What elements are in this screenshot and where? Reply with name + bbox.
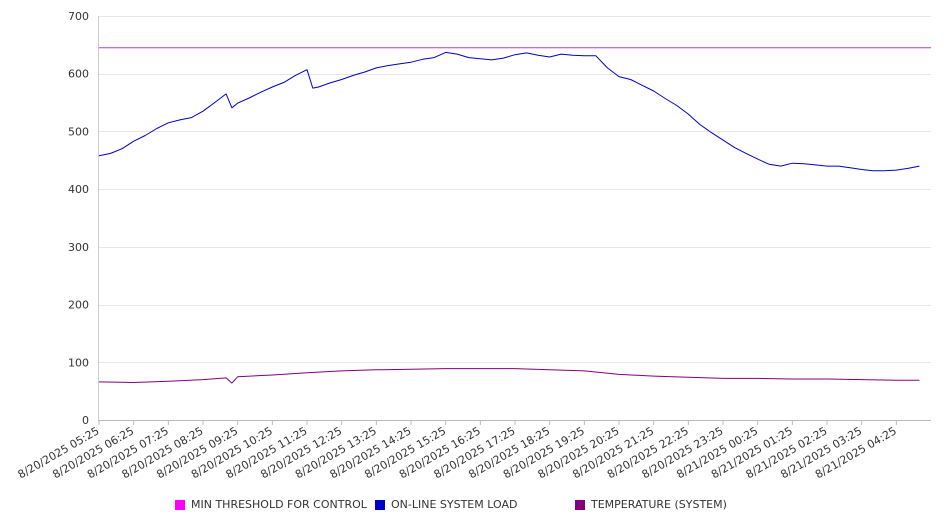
legend-swatch-min-threshold	[175, 499, 185, 510]
grid-lines	[98, 16, 931, 363]
y-tick-label: 500	[68, 125, 89, 138]
legend-label-system-load: ON-LINE SYSTEM LOAD	[391, 498, 518, 511]
axes	[98, 16, 931, 425]
y-tick-label: 700	[68, 10, 89, 23]
series-temperature-line	[98, 368, 920, 384]
legend-label-temperature: TEMPERATURE (SYSTEM)	[591, 498, 727, 511]
y-tick-label: 600	[68, 68, 89, 81]
series-system-load-line	[98, 51, 920, 172]
x-axis-tick-labels: 8/20/2025 05:258/20/2025 06:258/20/2025 …	[16, 424, 899, 481]
legend-swatch-temperature	[575, 499, 585, 510]
y-tick-label: 200	[68, 299, 89, 312]
y-axis-tick-labels: 0 100 200 300 400 500 600 700	[68, 10, 89, 427]
legend-item-system-load[interactable]: ON-LINE SYSTEM LOAD	[375, 498, 517, 511]
series-lines	[98, 47, 931, 384]
legend-swatch-system-load	[375, 499, 385, 510]
y-tick-label: 300	[68, 241, 89, 254]
y-tick-label: 0	[82, 414, 89, 427]
legend-label-min-threshold: MIN THRESHOLD FOR CONTROL	[191, 498, 367, 511]
legend-item-temperature[interactable]: TEMPERATURE (SYSTEM)	[575, 498, 727, 511]
chart-legend: MIN THRESHOLD FOR CONTROL ON-LINE SYSTEM…	[0, 498, 946, 514]
legend-item-min-threshold[interactable]: MIN THRESHOLD FOR CONTROL	[175, 498, 367, 511]
y-tick-label: 100	[68, 356, 89, 369]
y-tick-label: 400	[68, 183, 89, 196]
